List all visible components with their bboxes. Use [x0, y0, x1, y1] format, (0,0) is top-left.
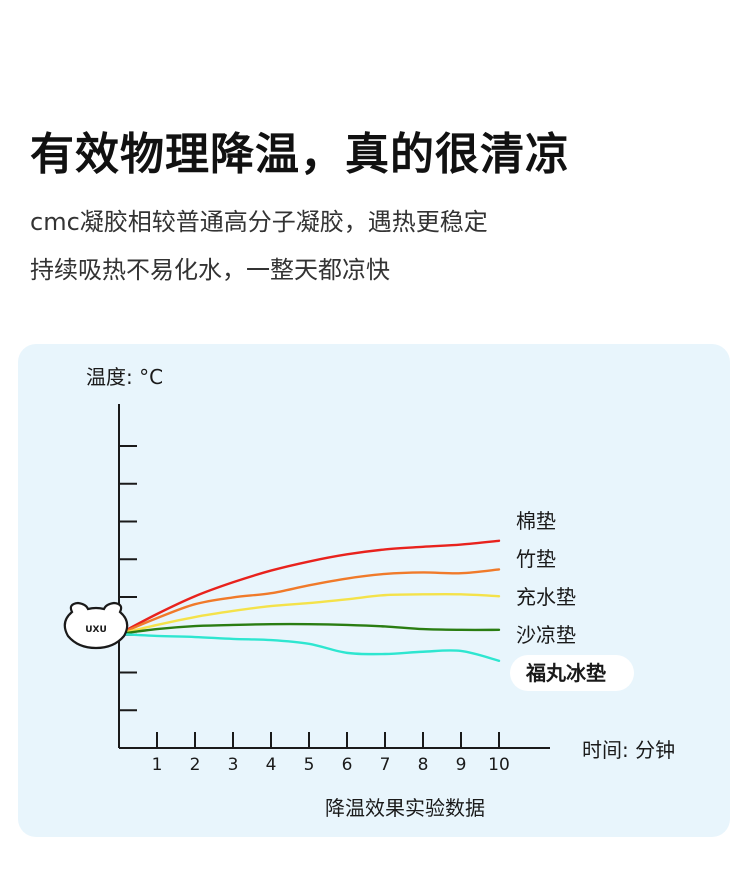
logo: UXU: [63, 601, 129, 650]
x-tick-label: 3: [228, 755, 239, 775]
series-label: 棉垫: [516, 509, 556, 533]
chart-panel: [18, 344, 730, 837]
x-axis-label: 时间: 分钟: [582, 738, 675, 762]
series-label: 福丸冰垫: [525, 661, 606, 685]
series-line: [117, 592, 501, 636]
x-tick-labels: 1 2 3 4 5 6 7 8 9 10: [152, 755, 510, 775]
series-line: [117, 539, 501, 636]
x-tick-label: 4: [266, 755, 277, 775]
logo-text: UXU: [85, 625, 107, 635]
x-tick-label: 8: [418, 755, 429, 775]
y-ticks: [119, 445, 137, 712]
logo-badge-shape: [63, 601, 129, 650]
x-tick-label: 2: [190, 755, 201, 775]
x-tick-label: 6: [342, 755, 353, 775]
series-label: 竹垫: [516, 547, 556, 571]
series-label: 沙凉垫: [516, 623, 576, 647]
x-tick-label: 5: [304, 755, 315, 775]
x-tick-label: 10: [488, 755, 510, 775]
series-line: [117, 632, 501, 663]
subtitle-line-2: 持续吸热不易化水，一整天都凉快: [30, 256, 390, 284]
highlight-label-bg: [510, 655, 634, 691]
page-title: 有效物理降温，真的很清凉: [30, 129, 570, 180]
series-label: 充水垫: [516, 585, 576, 609]
series-line: [117, 568, 501, 636]
y-axis-label: 温度: °C: [86, 365, 163, 389]
series-line: [117, 622, 501, 636]
x-tick-label: 7: [380, 755, 391, 775]
x-tick-label: 9: [456, 755, 467, 775]
x-ticks: [156, 732, 500, 748]
x-tick-label: 1: [152, 755, 163, 775]
subtitle-line-1: cmc凝胶相较普通高分子凝胶，遇热更稳定: [30, 208, 488, 236]
chart-axes: [118, 404, 550, 749]
series-lines: [117, 539, 501, 663]
chart-caption: 降温效果实验数据: [325, 796, 485, 820]
